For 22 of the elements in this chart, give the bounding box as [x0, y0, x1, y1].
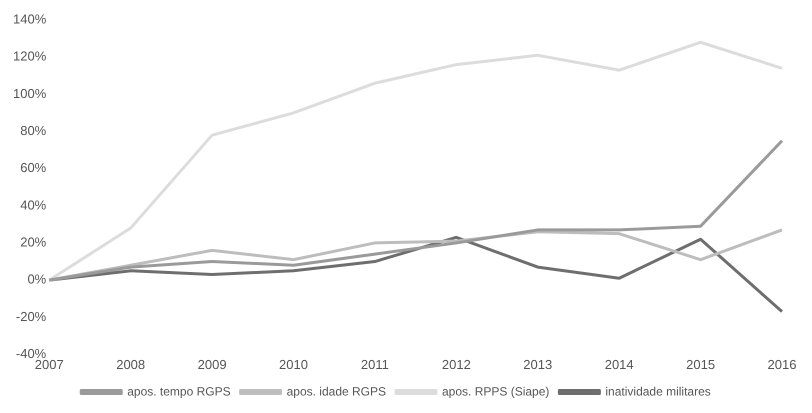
legend-label: inatividade militares	[605, 384, 711, 398]
y-tick-label: -20%	[16, 308, 47, 324]
y-tick-label: 140%	[13, 12, 47, 27]
y-tick-label: 80%	[20, 123, 47, 138]
x-tick-label: 2015	[686, 356, 716, 372]
y-tick-label: 60%	[20, 160, 47, 176]
y-tick-label: 100%	[13, 86, 47, 101]
x-tick-label: 2013	[523, 356, 552, 372]
y-tick-label: 120%	[13, 48, 47, 64]
legend-label: apos. tempo RGPS	[127, 384, 231, 398]
x-tick-label: 2009	[198, 356, 227, 372]
x-tick-label: 2010	[279, 356, 308, 372]
x-tick-label: 2014	[604, 356, 634, 372]
x-tick-label: 2016	[768, 356, 796, 372]
y-tick-label: 0%	[27, 272, 47, 287]
legend-label: apos. idade RGPS	[286, 384, 386, 398]
y-tick-label: 40%	[20, 197, 47, 212]
y-tick-label: 20%	[20, 234, 47, 250]
x-tick-label: 2011	[360, 356, 389, 372]
x-tick-label: 2012	[442, 356, 471, 372]
legend-label: apos. RPPS (Siape)	[442, 384, 550, 398]
x-tick-label: 2008	[116, 356, 146, 372]
